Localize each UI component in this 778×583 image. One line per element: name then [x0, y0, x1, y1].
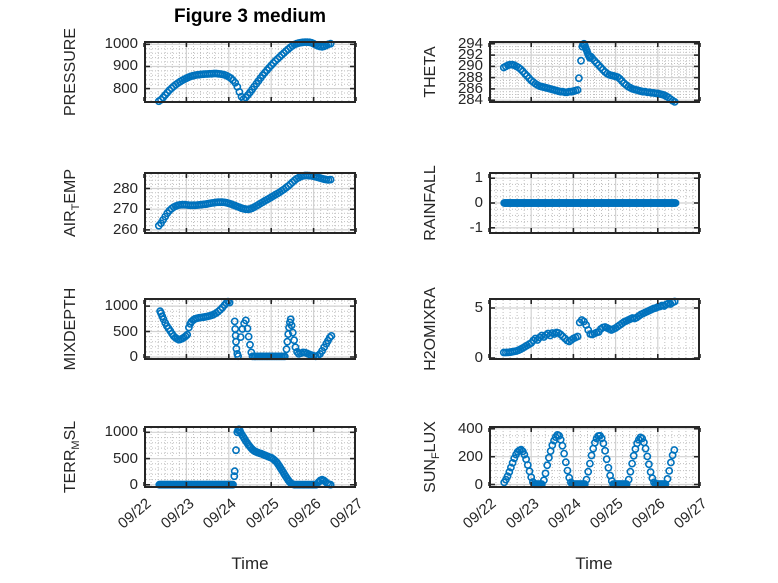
x-tick-label: 09/25: [586, 495, 627, 533]
subplot-theta: 284 286 288 290 292 294: [458, 35, 701, 108]
subplot-pressure: 800 900 1000: [105, 36, 357, 106]
y-tick-label: 0: [474, 475, 483, 493]
y-tick-label: 260: [112, 220, 138, 238]
y-tick-label: 400: [457, 419, 483, 437]
y-tick-label: 288: [457, 68, 483, 86]
subplot-rainfall: -1 0 1: [470, 170, 701, 235]
y-tick-label: 800: [112, 79, 138, 97]
y-tick-label: 284: [457, 91, 483, 109]
x-tick-label: 09/22: [460, 495, 500, 533]
mixdepth-plot-area: [143, 297, 357, 361]
x-tick-label: 09/23: [502, 495, 543, 533]
y-tick-label: 270: [112, 200, 138, 218]
y-tick-label: 1000: [104, 35, 138, 53]
y-tick-label: 500: [112, 449, 138, 467]
y-tick-label: 200: [457, 447, 483, 465]
x-tick-label: 09/27: [327, 495, 367, 533]
y-tick-label: 0: [129, 475, 138, 493]
y-tick-label: 292: [457, 46, 483, 64]
y-tick-label: 1000: [104, 423, 138, 441]
x-tick-label: 09/24: [200, 495, 240, 533]
x-tick-label: 09/25: [242, 495, 283, 533]
y-tick-label: 280: [112, 179, 138, 197]
y-tick-label: 5: [474, 299, 483, 316]
y-tick-label: 0: [474, 349, 483, 366]
theta-plot-area: [488, 39, 701, 106]
y-tick-label: 500: [112, 322, 138, 340]
y-tick-label: -1: [469, 218, 483, 236]
y-tick-label: 286: [457, 79, 483, 97]
x-tick-label: 09/26: [629, 495, 669, 533]
y-tick-label: 290: [457, 57, 483, 75]
y-tick-label: 294: [457, 34, 483, 52]
x-tick-label: 09/26: [284, 495, 325, 533]
y-tick-label: 1: [474, 169, 483, 187]
x-tick-label: 09/23: [157, 495, 198, 533]
terrmsl-plot-area: [143, 425, 357, 489]
time-axis-label-right: Time: [575, 554, 613, 573]
y-tick-label: 900: [112, 57, 138, 75]
y-axis-label-part: M: [70, 440, 82, 450]
h2omixra-plot-area: [488, 297, 701, 360]
y-tick-label: 0: [129, 347, 138, 365]
subplot-airtemp: 260 270 280: [113, 171, 357, 237]
subplot-mixdepth: 0 500 1000: [105, 297, 357, 364]
x-tick-label: 09/24: [544, 495, 585, 533]
airtemp-plot-area: [143, 171, 357, 234]
sunflux-plot-area: [488, 426, 701, 489]
y-tick-label: 1000: [104, 297, 138, 315]
y-tick-label: 0: [474, 194, 483, 211]
rainfall-plot-area: [488, 172, 701, 234]
subplot-terrmsl: 0 500 1000 09/22 09/23 09/24 09/25 09/26 09/27: [105, 424, 367, 532]
time-axis-label-left: Time: [231, 554, 269, 573]
pressure-plot-area: [143, 38, 357, 106]
x-tick-label: 09/22: [115, 495, 155, 533]
figure-title: Figure 3 medium: [173, 6, 327, 27]
subplot-sunflux: 0 200 400 09/22 09/23 09/24 09/25 09/26 09/27: [458, 420, 711, 532]
x-tick-label: 09/27: [671, 495, 711, 533]
